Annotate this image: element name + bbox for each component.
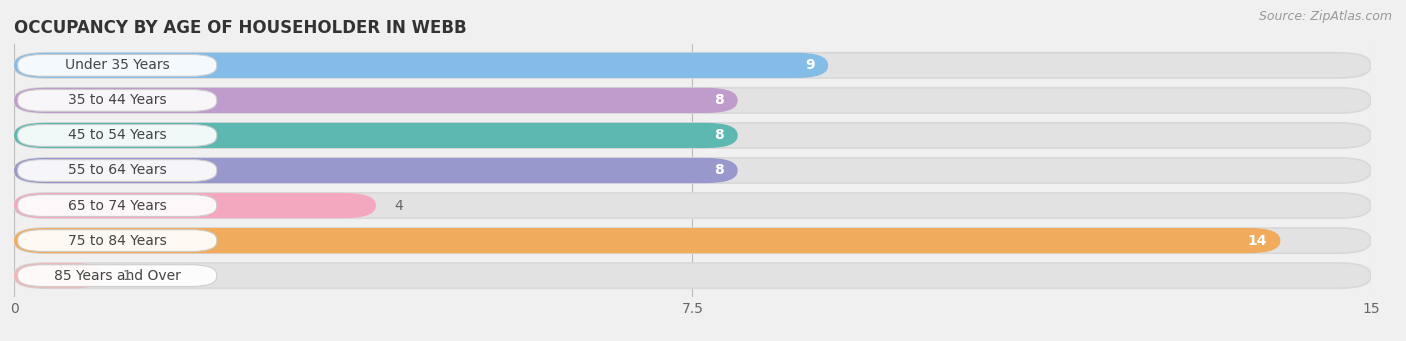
Text: Under 35 Years: Under 35 Years: [65, 58, 170, 72]
Text: 55 to 64 Years: 55 to 64 Years: [67, 163, 166, 178]
Text: Source: ZipAtlas.com: Source: ZipAtlas.com: [1258, 10, 1392, 23]
FancyBboxPatch shape: [14, 193, 1371, 218]
Text: OCCUPANCY BY AGE OF HOUSEHOLDER IN WEBB: OCCUPANCY BY AGE OF HOUSEHOLDER IN WEBB: [14, 19, 467, 37]
Text: 4: 4: [394, 198, 402, 212]
FancyBboxPatch shape: [18, 124, 217, 146]
FancyBboxPatch shape: [14, 193, 375, 218]
Text: 8: 8: [714, 93, 724, 107]
Text: 45 to 54 Years: 45 to 54 Years: [67, 129, 166, 143]
FancyBboxPatch shape: [14, 88, 1371, 113]
FancyBboxPatch shape: [14, 228, 1281, 253]
Text: 65 to 74 Years: 65 to 74 Years: [67, 198, 166, 212]
FancyBboxPatch shape: [18, 195, 217, 217]
FancyBboxPatch shape: [18, 160, 217, 181]
FancyBboxPatch shape: [14, 88, 738, 113]
FancyBboxPatch shape: [14, 263, 1371, 288]
Text: 85 Years and Over: 85 Years and Over: [53, 269, 180, 283]
FancyBboxPatch shape: [14, 263, 104, 288]
Text: 14: 14: [1247, 234, 1267, 248]
Text: 9: 9: [806, 58, 814, 72]
FancyBboxPatch shape: [14, 158, 1371, 183]
FancyBboxPatch shape: [14, 228, 1371, 253]
FancyBboxPatch shape: [18, 265, 217, 286]
FancyBboxPatch shape: [14, 158, 738, 183]
FancyBboxPatch shape: [18, 55, 217, 76]
Text: 35 to 44 Years: 35 to 44 Years: [67, 93, 166, 107]
Text: 8: 8: [714, 129, 724, 143]
Text: 75 to 84 Years: 75 to 84 Years: [67, 234, 166, 248]
FancyBboxPatch shape: [18, 90, 217, 111]
FancyBboxPatch shape: [14, 53, 828, 78]
Text: 8: 8: [714, 163, 724, 178]
FancyBboxPatch shape: [14, 123, 1371, 148]
Text: 1: 1: [122, 269, 132, 283]
FancyBboxPatch shape: [14, 123, 738, 148]
FancyBboxPatch shape: [14, 53, 1371, 78]
FancyBboxPatch shape: [18, 230, 217, 251]
